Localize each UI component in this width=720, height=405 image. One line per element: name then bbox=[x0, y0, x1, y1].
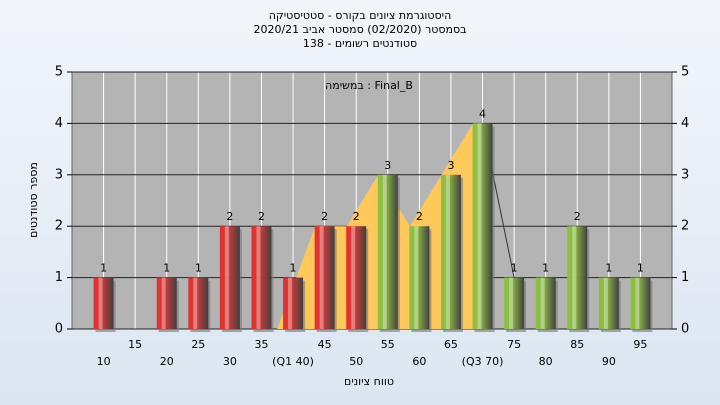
bar bbox=[156, 277, 177, 329]
x-tick-label: 55 bbox=[381, 338, 395, 351]
x-tick-label: 25 bbox=[191, 338, 205, 351]
x-tick-label: 45 bbox=[318, 338, 332, 351]
bar-highlight bbox=[193, 277, 198, 329]
data-label: 2 bbox=[416, 210, 423, 223]
bar-highlight bbox=[635, 277, 640, 329]
x-tick-label: 95 bbox=[633, 338, 647, 351]
bar-highlight bbox=[509, 277, 514, 329]
x-tick-label: 80 bbox=[539, 355, 553, 368]
data-label: 4 bbox=[479, 107, 486, 120]
data-label: 2 bbox=[353, 210, 360, 223]
data-label: 2 bbox=[226, 210, 233, 223]
bar bbox=[440, 174, 461, 329]
bar-highlight bbox=[256, 226, 261, 329]
bar bbox=[251, 226, 272, 329]
x-tick-label: 10 bbox=[97, 355, 111, 368]
bar-highlight bbox=[98, 277, 103, 329]
y-tick-label: 4 bbox=[55, 116, 63, 131]
bar bbox=[188, 277, 209, 329]
data-label: 1 bbox=[605, 262, 612, 275]
x-tick-label: 75 bbox=[507, 338, 521, 351]
y-tick-label: 2 bbox=[55, 219, 63, 234]
y2-tick-label: 2 bbox=[681, 219, 689, 234]
bar bbox=[598, 277, 619, 329]
y-tick-label: 1 bbox=[55, 270, 63, 285]
x-tick-label: 65 bbox=[444, 338, 458, 351]
data-label: 1 bbox=[100, 262, 107, 275]
x-tick-label: (Q1 40) bbox=[272, 355, 314, 368]
data-label: 3 bbox=[384, 159, 391, 172]
bar-highlight bbox=[382, 174, 387, 329]
data-label: 1 bbox=[637, 262, 644, 275]
data-label: 1 bbox=[290, 262, 297, 275]
x-tick-label: 85 bbox=[570, 338, 584, 351]
chart-subtitle: סטודנטים רשומים - 138 bbox=[303, 37, 417, 50]
x-tick-label: (Q3 70) bbox=[462, 355, 504, 368]
x-tick-label: 20 bbox=[160, 355, 174, 368]
y2-tick-label: 0 bbox=[681, 322, 689, 337]
bar-highlight bbox=[603, 277, 608, 329]
x-axis-label: טווח ציונים bbox=[344, 375, 394, 388]
y2-tick-label: 3 bbox=[681, 167, 689, 182]
x-tick-label: 35 bbox=[254, 338, 268, 351]
bar-highlight bbox=[445, 174, 450, 329]
data-label: 3 bbox=[447, 159, 454, 172]
chart-title: היסטוגרמת ציונים בקורס - סטטיסטיקה bbox=[269, 9, 452, 22]
chart-subtitle: בסמסטר (02/2020) סמסטר אביב 2020/21 bbox=[253, 23, 466, 36]
bar bbox=[377, 174, 398, 329]
bar-highlight bbox=[351, 226, 356, 329]
bar bbox=[535, 277, 556, 329]
bar bbox=[472, 123, 493, 330]
data-label: 2 bbox=[258, 210, 265, 223]
y2-tick-label: 4 bbox=[681, 116, 689, 131]
x-tick-label: 50 bbox=[349, 355, 363, 368]
x-tick-label: 60 bbox=[412, 355, 426, 368]
y2-tick-label: 5 bbox=[681, 65, 689, 80]
bar-highlight bbox=[224, 226, 229, 329]
bar-highlight bbox=[540, 277, 545, 329]
data-label: 2 bbox=[321, 210, 328, 223]
bar bbox=[504, 277, 525, 329]
y2-tick-label: 1 bbox=[681, 270, 689, 285]
y-tick-label: 0 bbox=[55, 322, 63, 337]
x-tick-label: 90 bbox=[602, 355, 616, 368]
data-label: 2 bbox=[574, 210, 581, 223]
y-axis-label: מספר סטודנטים bbox=[27, 162, 40, 238]
bar bbox=[630, 277, 651, 329]
bar bbox=[219, 226, 240, 329]
bar-highlight bbox=[319, 226, 324, 329]
bar bbox=[314, 226, 335, 329]
data-label: 1 bbox=[511, 262, 518, 275]
bar bbox=[567, 226, 588, 329]
data-label: 1 bbox=[163, 262, 170, 275]
y-tick-label: 5 bbox=[55, 65, 63, 80]
bar bbox=[409, 226, 430, 329]
bar bbox=[283, 277, 304, 329]
y-tick-label: 3 bbox=[55, 167, 63, 182]
bar-highlight bbox=[161, 277, 166, 329]
annotation: במשימה : Final_B bbox=[325, 79, 413, 92]
bar bbox=[93, 277, 114, 329]
x-tick-label: 30 bbox=[223, 355, 237, 368]
data-label: 1 bbox=[542, 262, 549, 275]
bar-highlight bbox=[477, 123, 482, 330]
x-tick-label: 15 bbox=[128, 338, 142, 351]
bar bbox=[346, 226, 367, 329]
bar-highlight bbox=[288, 277, 293, 329]
bar-highlight bbox=[414, 226, 419, 329]
bar-highlight bbox=[572, 226, 577, 329]
data-label: 1 bbox=[195, 262, 202, 275]
